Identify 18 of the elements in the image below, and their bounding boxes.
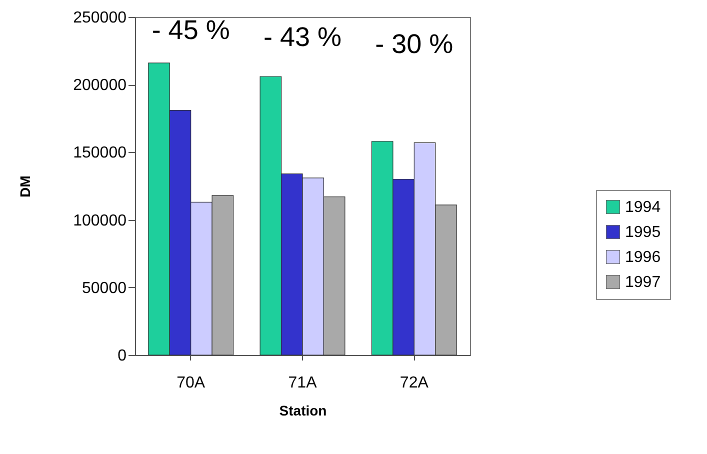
x-tick-label: 71A xyxy=(288,374,318,392)
x-tick-label: 72A xyxy=(400,374,429,392)
annotation: - 45 % xyxy=(152,15,230,45)
legend-label: 1995 xyxy=(625,224,661,241)
x-axis-title: Station xyxy=(279,402,327,418)
y-tick-label: 0 xyxy=(118,348,127,364)
y-tick-label: 250000 xyxy=(73,10,127,26)
legend-label: 1997 xyxy=(625,274,661,291)
y-tick-label: 150000 xyxy=(73,144,127,162)
y-tick-label: 200000 xyxy=(73,77,127,94)
y-axis-title: DM xyxy=(17,176,34,198)
annotation: - 30 % xyxy=(375,29,454,59)
legend-label: 1996 xyxy=(625,249,661,266)
y-tick-label: 50000 xyxy=(82,280,127,297)
annotation: - 43 % xyxy=(263,22,342,52)
legend-label: 1994 xyxy=(625,199,661,216)
x-tick-label: 70A xyxy=(176,374,206,392)
y-tick-label: 100000 xyxy=(73,212,127,230)
